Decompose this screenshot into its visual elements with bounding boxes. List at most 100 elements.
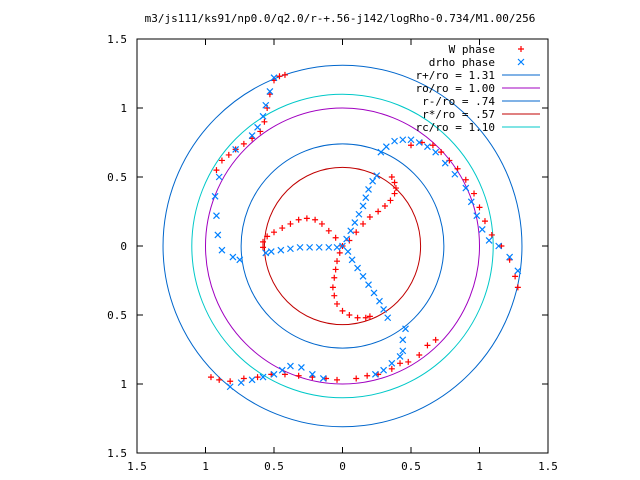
legend-label-1: drho phase: [429, 56, 495, 69]
series-1-point-5: [359, 202, 367, 210]
series-0-point-49: [408, 142, 414, 149]
circle-1: [205, 107, 480, 385]
series-1-point-76: [319, 375, 327, 382]
series-1-point-12: [315, 243, 323, 251]
series-0-point-68: [254, 374, 261, 381]
series-0-point-52: [438, 149, 445, 156]
series-0-point-80: [405, 358, 412, 365]
y-tick-label-6: 1.5: [107, 447, 127, 460]
series-1-point-0: [339, 242, 346, 250]
series-1-point-68: [237, 379, 245, 387]
series-0-point-17: [375, 208, 382, 215]
series-0-point-27: [331, 274, 338, 281]
series-1-point-46: [407, 136, 415, 144]
series-1-point-48: [424, 143, 431, 151]
x-tick-label-6: 1.5: [538, 460, 558, 473]
series-1-point-55: [478, 226, 486, 233]
legend-label-2: r+/ro = 1.31: [416, 69, 495, 82]
series-1-point-28: [270, 74, 278, 82]
series-0-point-9: [271, 229, 277, 236]
series-1-point-74: [297, 364, 305, 371]
series-0-point-58: [481, 218, 488, 225]
series-0-point-64: [207, 374, 214, 381]
series-0-point-83: [432, 336, 439, 343]
series-0-point-81: [416, 352, 423, 359]
series-1-point-73: [287, 362, 294, 370]
series-1-point-52: [462, 184, 470, 192]
series-0-point-55: [462, 176, 469, 183]
series-1-point-25: [376, 297, 383, 305]
series-0-point-66: [227, 378, 234, 385]
series-0-point-14: [353, 229, 360, 236]
series-1-point-58: [506, 253, 514, 261]
series-0-point-62: [512, 273, 519, 280]
legend-label-6: rc/ro = 1.10: [416, 121, 495, 134]
series-0-point-19: [387, 197, 394, 204]
series-0-point-34: [362, 314, 369, 321]
series-0-point-76: [364, 372, 371, 379]
series-1-point-3: [351, 219, 359, 226]
series-1-point-60: [402, 325, 409, 333]
series-1-point-45: [399, 136, 407, 144]
series-0-point-28: [329, 284, 336, 291]
series-1-point-37: [213, 212, 220, 220]
series-0-point-25: [334, 258, 341, 265]
series-0-point-47: [218, 157, 225, 164]
series-1-point-35: [215, 173, 223, 181]
series-1-point-36: [211, 192, 219, 200]
series-1-point-10: [333, 243, 341, 251]
series-1-point-17: [267, 248, 275, 255]
series-1-point-41: [236, 256, 244, 264]
series-1-point-1: [343, 235, 351, 243]
series-0-point-65: [216, 376, 223, 383]
x-tick-label-0: 1.5: [127, 460, 147, 473]
x-tick-label-4: 0.5: [401, 460, 421, 473]
series-1-point-51: [451, 170, 459, 178]
circle-2: [240, 143, 445, 349]
series-0-point-51: [429, 142, 436, 149]
series-0-point-56: [471, 190, 478, 197]
series-1-point-49: [432, 148, 440, 156]
series-0-point-23: [388, 174, 395, 180]
series-1-point-63: [396, 352, 404, 360]
series-0-point-1: [332, 234, 339, 241]
legend-label-3: ro/ro = 1.00: [416, 82, 495, 95]
series-1-point-20: [348, 256, 356, 264]
series-0-point-18: [381, 202, 388, 209]
series-1-point-71: [270, 370, 278, 378]
series-0-point-12: [260, 244, 267, 251]
series-1-point-15: [287, 245, 294, 253]
series-1-point-32: [254, 123, 261, 131]
series-1-point-70: [259, 373, 267, 381]
series-0-point-48: [213, 167, 220, 174]
series-0-point-41: [261, 118, 268, 125]
series-0-point-33: [354, 314, 361, 321]
legend-marker-0: [518, 46, 524, 52]
series-1-point-7: [365, 185, 372, 193]
x-tick-label-5: 1: [476, 460, 483, 473]
series-0-point-30: [334, 300, 341, 307]
series-0-point-5: [303, 215, 310, 222]
y-tick-label-1: 1: [120, 102, 127, 115]
series-0-point-2: [325, 227, 332, 234]
y-tick-label-3: 0: [120, 240, 127, 253]
series-1-point-67: [226, 383, 234, 391]
series-0-point-78: [388, 365, 395, 372]
series-1-point-39: [218, 246, 226, 254]
chart-title: m3/js111/ks91/np0.0/q2.0/r-+.56-j142/log…: [145, 12, 536, 25]
series-1-point-31: [259, 112, 267, 120]
series-0-point-32: [346, 312, 353, 318]
series-1-point-42: [377, 148, 385, 156]
series-1-point-61: [399, 336, 407, 344]
series-0-point-24: [336, 249, 343, 256]
x-tick-label-1: 1: [202, 460, 209, 473]
series-1-point-14: [296, 243, 304, 251]
x-tick-label-2: 0.5: [264, 460, 284, 473]
series-1-point-29: [266, 88, 274, 95]
series-1-point-30: [262, 101, 270, 109]
series-0-point-22: [391, 179, 398, 186]
legend-label-0: W phase: [449, 43, 495, 56]
series-1-point-66: [371, 370, 379, 378]
series-1-point-22: [359, 272, 367, 280]
series-1-point-19: [344, 248, 352, 255]
